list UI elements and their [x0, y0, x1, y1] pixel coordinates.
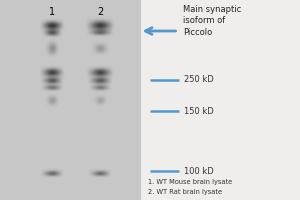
Text: 2: 2 [98, 7, 103, 17]
Text: Main synaptic
isoform of
Piccolo: Main synaptic isoform of Piccolo [183, 5, 241, 37]
FancyBboxPatch shape [0, 0, 141, 200]
Text: 100 kD: 100 kD [184, 166, 214, 176]
Text: 2. WT Rat brain lysate: 2. WT Rat brain lysate [148, 189, 223, 195]
Text: 250 kD: 250 kD [184, 75, 214, 84]
Text: 1. WT Mouse brain lysate: 1. WT Mouse brain lysate [148, 179, 233, 185]
Text: 150 kD: 150 kD [184, 106, 214, 116]
Text: 1: 1 [50, 7, 56, 17]
